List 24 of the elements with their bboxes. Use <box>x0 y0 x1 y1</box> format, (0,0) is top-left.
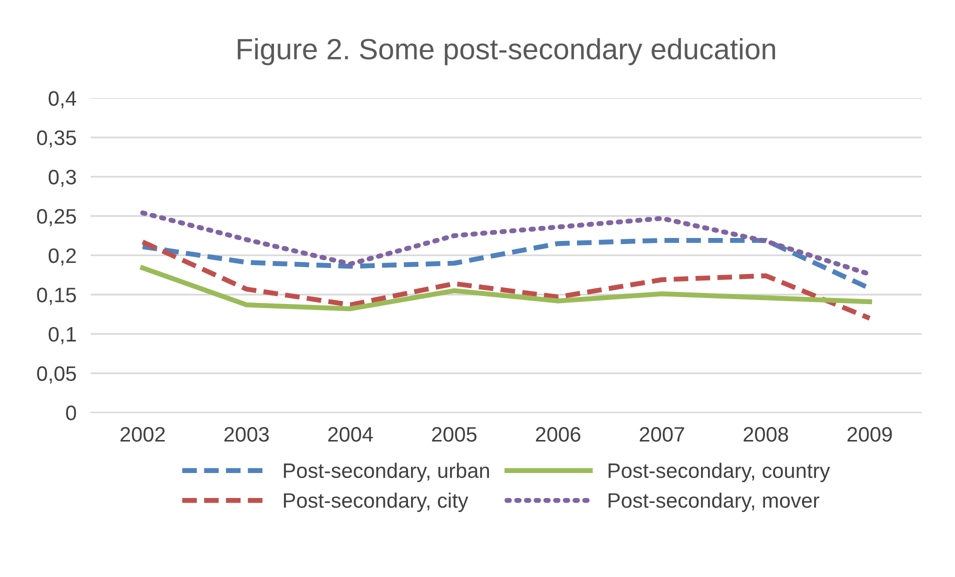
x-tick-label: 2004 <box>328 426 373 442</box>
x-tick-label: 2005 <box>432 426 477 442</box>
line-series <box>140 265 872 312</box>
y-tick-label: 0,35 <box>37 130 76 148</box>
x-tick-label: 2002 <box>120 426 165 442</box>
x-tick-label: 2006 <box>536 426 580 442</box>
y-tick-label: 0,15 <box>37 288 76 305</box>
x-tick-label: 2008 <box>744 426 788 442</box>
x-tick-label: 2009 <box>848 426 892 442</box>
y-tick-label: 0,05 <box>37 366 76 384</box>
y-tick-label: 0,1 <box>48 326 76 344</box>
y-tick-label: 0 <box>66 406 76 420</box>
y-tick-label: 0,4 <box>48 91 76 108</box>
y-tick-label: 0,25 <box>37 209 76 226</box>
legend-label: Post-secondary, mover <box>608 492 820 512</box>
chart-title: Figure 2. Some post-secondary education <box>238 38 776 66</box>
legend-label: Post-secondary, city <box>284 492 468 512</box>
y-tick-label: 0,3 <box>48 170 76 187</box>
x-tick-label: 2007 <box>640 426 684 442</box>
legend-label: Post-secondary, urban <box>284 462 489 482</box>
line-series <box>140 240 872 321</box>
legend-label: Post-secondary, country <box>608 462 830 482</box>
x-tick-label: 2003 <box>224 426 269 442</box>
y-tick-label: 0,2 <box>48 248 76 266</box>
